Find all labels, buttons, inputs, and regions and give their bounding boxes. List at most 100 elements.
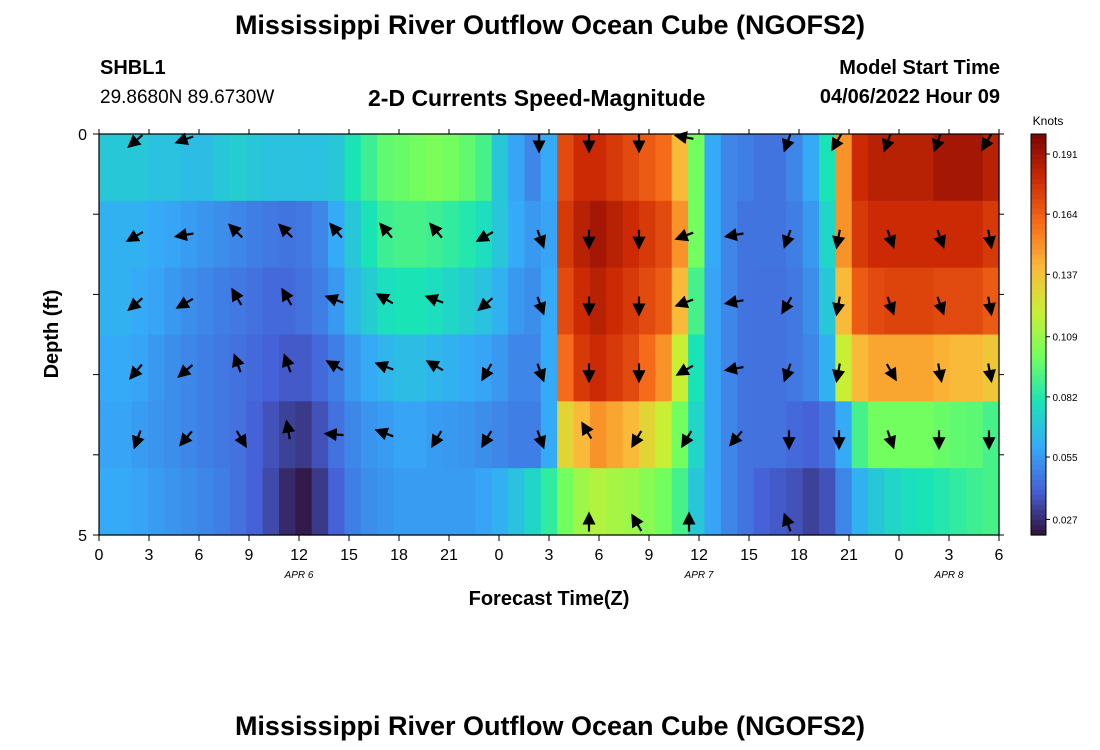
- heatmap-cell: [279, 134, 296, 202]
- page-title-repeat: Mississippi River Outflow Ocean Cube (NG…: [234, 711, 866, 741]
- colorbar-segment: [1031, 249, 1046, 255]
- heatmap-cell: [704, 468, 722, 536]
- colorbar-segment: [1031, 499, 1046, 506]
- heatmap-cell: [246, 334, 264, 402]
- heatmap-chart: 0 3 6 9 12 15 18 21 0 3 6 9 12 15 18 21 0 3 6 APR 6 APR 7 APR…: [41, 114, 1078, 610]
- heatmap-cell: [557, 334, 575, 402]
- heatmap-cell: [884, 134, 902, 202]
- heatmap-cell: [180, 134, 198, 202]
- heatmap-cell: [246, 267, 264, 336]
- heatmap-cell: [409, 401, 427, 469]
- heatmap-cell: [344, 468, 362, 536]
- colorbar-segment: [1031, 329, 1046, 336]
- heatmap-cell: [295, 401, 313, 469]
- heatmap-cell: [835, 267, 853, 336]
- colorbar-segment: [1031, 449, 1046, 456]
- current-arrow: [282, 419, 296, 440]
- model-start-value: 04/06/2022 Hour 09: [819, 86, 1000, 108]
- heatmap-cell: [688, 468, 706, 536]
- heatmap-cell: [459, 468, 476, 536]
- heatmap-cell: [475, 134, 493, 202]
- heatmap-cell: [393, 267, 411, 336]
- heatmap-cell: [491, 267, 509, 336]
- colorbar-segment: [1031, 464, 1046, 471]
- current-arrow: [982, 229, 996, 250]
- heatmap-cell: [426, 468, 444, 536]
- heatmap-cell: [426, 200, 444, 269]
- heatmap-cell: [442, 468, 460, 536]
- colorbar-segment: [1031, 314, 1046, 321]
- heatmap-cell: [851, 401, 869, 469]
- date-label: APR 8: [934, 570, 964, 581]
- heatmap-cell: [557, 468, 575, 536]
- heatmap-cell: [295, 200, 313, 269]
- current-arrow: [424, 294, 444, 307]
- heatmap-cell: [868, 334, 886, 402]
- heatmap-cell: [769, 267, 787, 336]
- heatmap-cell: [982, 334, 1000, 402]
- heatmap-cell: [573, 334, 591, 402]
- heatmap-cell: [933, 134, 951, 202]
- heatmap-cell: [982, 468, 1000, 536]
- heatmap-cell: [737, 468, 755, 536]
- heatmap-cell: [426, 401, 444, 469]
- colorbar-segment: [1031, 364, 1046, 371]
- current-arrow: [533, 363, 546, 383]
- current-arrow: [173, 228, 194, 242]
- current-arrow: [231, 287, 244, 306]
- heatmap-cell: [115, 134, 133, 202]
- heatmap-cell: [459, 401, 476, 469]
- heatmap-cell: [491, 200, 509, 269]
- x-tick-label: 15: [340, 547, 358, 564]
- x-tick-label: 15: [740, 547, 758, 564]
- heatmap-cell: [639, 401, 656, 469]
- colorbar-segment: [1031, 154, 1046, 160]
- colorbar-segment: [1031, 169, 1046, 175]
- heatmap-cell: [246, 134, 264, 202]
- heatmap-cell: [966, 401, 984, 469]
- x-tick-label: 6: [595, 547, 604, 564]
- current-arrow: [533, 229, 546, 249]
- colorbar-segment: [1031, 254, 1046, 260]
- heatmap-cell: [459, 134, 476, 202]
- heatmap-cell: [442, 267, 460, 336]
- heatmap-cell: [835, 468, 853, 536]
- colorbar-segment: [1031, 229, 1046, 235]
- colorbar-segment: [1031, 259, 1046, 265]
- current-arrow: [674, 295, 694, 309]
- heatmap-cell: [344, 401, 362, 469]
- heatmap-cell: [786, 401, 804, 469]
- colorbar-segment: [1031, 319, 1046, 326]
- colorbar-segment: [1031, 279, 1046, 285]
- heatmap-cell: [753, 267, 771, 336]
- heatmap-cell: [148, 200, 166, 269]
- heatmap-cell: [900, 267, 918, 336]
- heatmap-cell: [540, 200, 558, 269]
- heatmap-cell: [459, 334, 476, 402]
- current-arrow: [481, 430, 494, 449]
- current-arrow: [481, 363, 494, 382]
- heatmap-cell: [622, 134, 640, 202]
- heatmap-cell: [540, 267, 558, 336]
- heatmap-cell: [229, 468, 247, 536]
- heatmap-cell: [213, 401, 231, 469]
- colorbar-segment: [1031, 439, 1046, 446]
- heatmap-cell: [868, 267, 886, 336]
- heatmap-cell: [246, 401, 264, 469]
- colorbar-segment: [1031, 369, 1046, 376]
- colorbar-segment: [1031, 174, 1046, 180]
- heatmap-cell: [606, 200, 624, 269]
- colorbar-tick-label: 0.055: [1052, 453, 1077, 464]
- heatmap-cell: [328, 200, 346, 269]
- current-arrow: [132, 430, 145, 450]
- current-arrow: [277, 223, 293, 239]
- heatmap-cell: [491, 134, 509, 202]
- heatmap-cell: [524, 401, 542, 469]
- heatmap-cell: [737, 200, 755, 269]
- heatmap-cell: [769, 401, 787, 469]
- model-start-label: Model Start Time: [839, 57, 1000, 79]
- x-tick-label: 18: [390, 547, 408, 564]
- heatmap-cell: [360, 200, 378, 269]
- current-arrow: [425, 360, 444, 373]
- colorbar-segment: [1031, 149, 1046, 155]
